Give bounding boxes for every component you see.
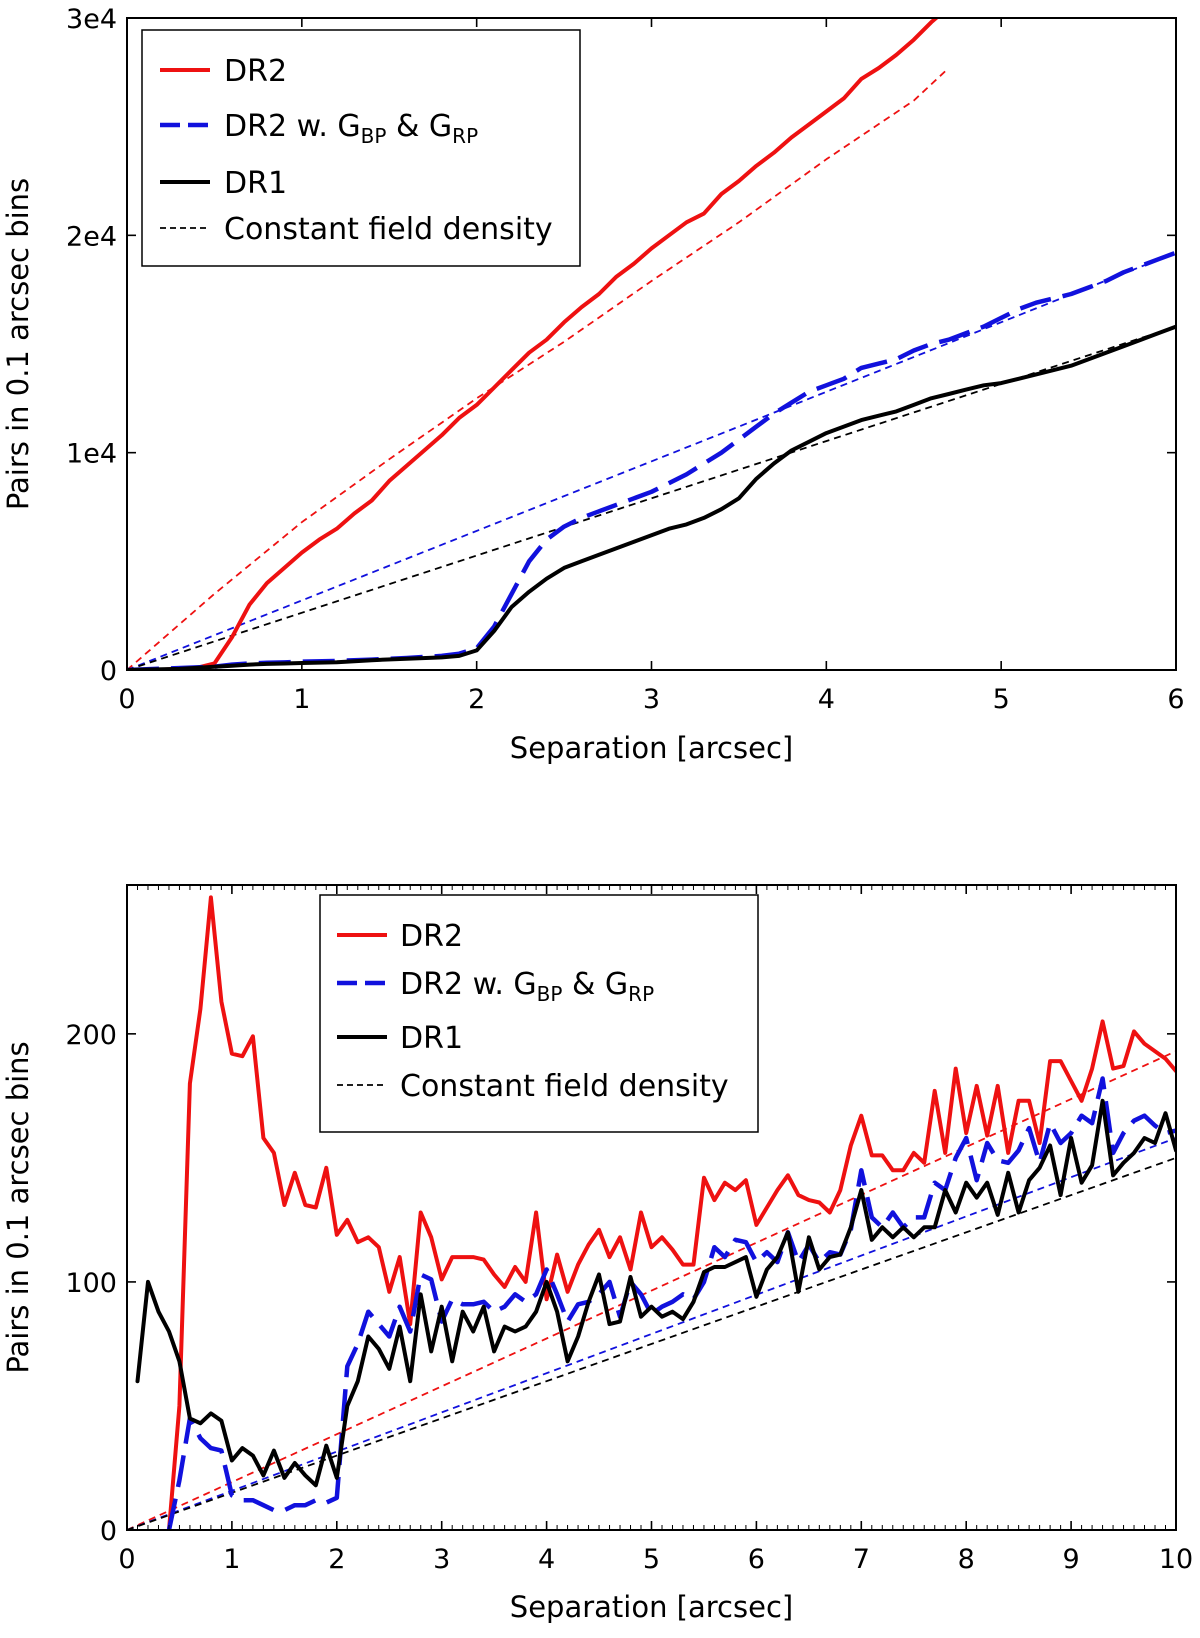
x-tick-label: 5 [993,684,1010,715]
plot-area [127,895,1176,1530]
x-axis-label: Separation [arcsec] [510,1590,793,1624]
y-tick-label: 1e4 [66,439,117,470]
y-tick-label: 0 [100,656,117,687]
legend-label-text: DR2 [400,919,463,954]
legend: DR2 DR2 w. GBP & GRP DR1 Constant field den… [141,29,581,267]
x-tick-label: 6 [748,1544,765,1575]
x-tick-label: 3 [643,684,660,715]
legend-label-text: DR2 w. G [224,109,361,144]
series-dr2-w-g-bp-g-rp-line [166,1076,1176,1530]
series-dr2-w-g-bp-g-rp-field-line [127,251,1176,670]
legend-label-text: DR1 [400,1021,463,1056]
y-tick-label: 0 [100,1516,117,1547]
y-axis-label: Pairs in 0.1 arcsec bins [1,178,35,510]
series-dr2-field-line [127,1050,1176,1530]
x-tick-label: 4 [538,1544,555,1575]
legend-label-text: DR2 w. G [400,967,537,1002]
x-tick-label: 6 [1167,684,1184,715]
series-dr2-field-line [127,67,950,670]
legend-label: DR1 [400,1021,463,1056]
series-dr1-field-line [127,1157,1176,1530]
plot-area [127,18,1176,670]
legend-box [141,29,581,267]
legend-label: DR2 [224,54,287,89]
x-tick-label: 8 [958,1544,975,1575]
legend-label-text: Constant field density [224,212,553,247]
legend-box [319,894,759,1133]
x-tick-label: 2 [468,684,485,715]
legend-label-text: Constant field density [400,1069,729,1104]
legend-label: DR1 [224,166,287,201]
x-tick-label: 10 [1159,1544,1193,1575]
legend-label-subscript: BP [361,124,387,148]
y-tick-label: 2e4 [66,221,117,252]
x-tick-label: 1 [223,1544,240,1575]
x-tick-label: 0 [118,1544,135,1575]
x-tick-label: 2 [328,1544,345,1575]
series-dr2-line [167,895,1176,1530]
x-tick-label: 1 [293,684,310,715]
y-axis-label: Pairs in 0.1 arcsec bins [1,1041,35,1373]
legend-label: DR2 [400,919,463,954]
legend-label-text: & G [562,967,628,1002]
legend-label-subscript: RP [628,982,654,1006]
x-tick-label: 5 [643,1544,660,1575]
x-tick-label: 7 [853,1544,870,1575]
x-tick-label: 0 [118,684,135,715]
x-tick-label: 3 [433,1544,450,1575]
legend-label-text: DR1 [224,166,287,201]
series-dr2-w-g-bp-g-rp-field-line [127,1137,1176,1530]
series-dr1-line [135,1098,1176,1488]
y-tick-label: 100 [65,1268,117,1299]
x-tick-label: 4 [818,684,835,715]
chart-1: 0 1 2 3 4 5 6 0 1e4 2e4 3e4 Separation [arcsec] Pair… [1,4,1185,765]
x-tick-label: 9 [1063,1544,1080,1575]
x-axis-label: Separation [arcsec] [510,731,793,765]
y-tick-label: 200 [65,1020,117,1051]
legend-label-text: & G [386,109,452,144]
legend-label: DR2 w. GBP & GRP [400,967,654,1006]
legend: DR2 DR2 w. GBP & GRP DR1 Constant field den… [319,894,759,1133]
legend-label: Constant field density [224,212,553,247]
legend-label-subscript: RP [452,124,478,148]
series-dr1-line [127,324,1176,670]
y-tick-label: 3e4 [66,4,117,35]
legend-label-subscript: BP [537,982,563,1006]
legend-label: Constant field density [400,1069,729,1104]
legend-label: DR2 w. GBP & GRP [224,109,478,148]
legend-label-text: DR2 [224,54,287,89]
series-dr1-field-line [127,325,1176,670]
series-dr2-line [127,18,940,670]
